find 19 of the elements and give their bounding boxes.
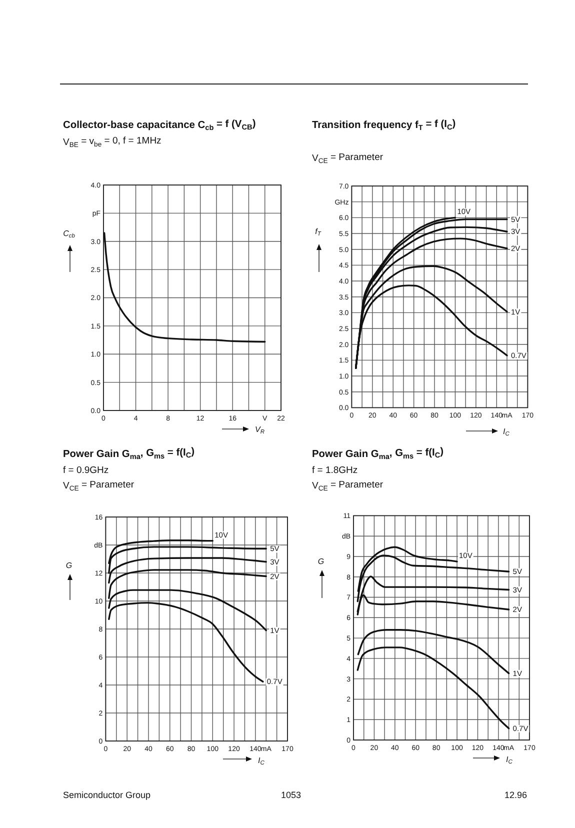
text: 12.96: [504, 790, 527, 800]
chart-subtitle: f = 0.9GHz V$_{CE}$ = Parameter: [63, 465, 134, 493]
y-axis-title: G: [318, 557, 324, 566]
chart-subtitle: V$_{BE}$ = v$_{be}$ = 0, f = 1MHz: [63, 135, 162, 150]
y-axis-title: f$_{T}$: [315, 227, 322, 238]
text: Semiconductor Group: [63, 790, 151, 800]
x-axis-title: I$_{C}$: [506, 755, 514, 766]
chart-subtitle: f = 1.8GHz V$_{CE}$ = Parameter: [312, 465, 384, 493]
x-axis-title: V$_{R}$: [255, 425, 264, 436]
chart-title: Collector-base capacitance C$_{cb}$ = f (V$_{CB}$): [63, 118, 256, 132]
text: 1053: [280, 790, 302, 800]
x-axis-title: I$_{C}$: [503, 427, 510, 438]
y-axis-title: G: [66, 561, 72, 570]
chart-title: Power Gain G$_{ma}$, G$_{ms}$ = f(I$_{C}$): [312, 446, 444, 462]
y-axis-title: C$_{cb}$: [63, 229, 76, 240]
chart-title: Power Gain G$_{ma}$, G$_{ms}$ = f(I$_{C}$): [63, 446, 195, 462]
x-axis-title: I$_{C}$: [258, 756, 266, 767]
chart-subtitle: V$_{CE}$ = Parameter: [312, 152, 384, 166]
chart-title: Transition frequency f$_{T}$ = f (I$_{C}$): [312, 118, 456, 132]
